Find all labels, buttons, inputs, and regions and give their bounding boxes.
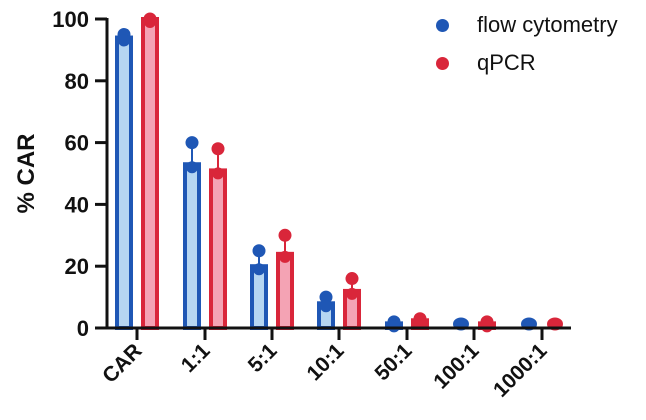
x-tick-label: 1:1 [177, 339, 215, 377]
data-point [320, 300, 332, 313]
y-tick-label: 60 [65, 131, 89, 156]
legend-item-qpcr: qPCR [432, 44, 618, 82]
data-point [252, 244, 266, 258]
data-point [279, 250, 291, 263]
data-point [144, 16, 156, 28]
x-tick-label: 1000:1 [489, 339, 552, 402]
data-point [345, 272, 359, 286]
y-tick-label: 80 [65, 69, 89, 94]
legend-dot-icon [436, 56, 449, 70]
x-tick-label: 10:1 [303, 339, 349, 385]
bar [250, 264, 268, 331]
bar [141, 17, 159, 330]
legend-dot-icon [436, 18, 449, 32]
data-point [346, 287, 358, 300]
data-point [118, 34, 130, 47]
legend: flow cytometry qPCR [432, 6, 618, 82]
y-tick-label: 20 [65, 254, 89, 279]
data-point [212, 167, 224, 180]
data-point [211, 142, 225, 156]
x-tick-label: CAR [98, 339, 146, 387]
data-point [185, 136, 199, 150]
data-point [388, 320, 400, 333]
y-axis-label: % CAR [13, 133, 40, 213]
bar [276, 251, 294, 330]
data-point [414, 317, 426, 330]
data-point [186, 161, 198, 174]
data-point [319, 290, 333, 304]
legend-label: flow cytometry [477, 12, 618, 37]
x-tick-label: 100:1 [429, 339, 483, 393]
data-point [253, 263, 265, 276]
bar [115, 35, 133, 330]
data-point [278, 228, 292, 242]
x-tick-label: 50:1 [371, 339, 417, 385]
bar [183, 162, 201, 330]
y-tick-label: 100 [52, 7, 89, 32]
data-point [481, 320, 493, 333]
y-tick-label: 40 [65, 192, 89, 217]
y-tick-label: 0 [77, 316, 89, 341]
legend-item-flow-cytometry: flow cytometry [432, 6, 618, 44]
legend-label: qPCR [477, 50, 536, 75]
bar [209, 168, 227, 330]
x-tick-label: 5:1 [244, 339, 282, 377]
